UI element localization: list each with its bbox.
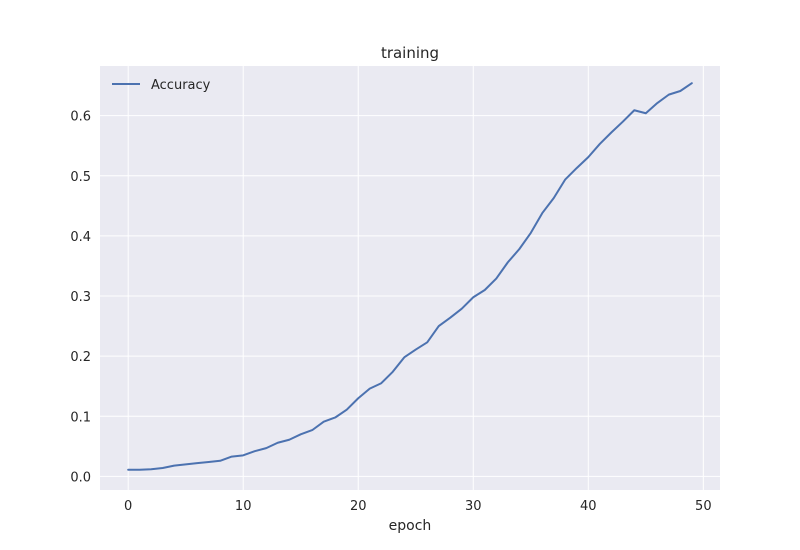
y-tick-label: 0.1 xyxy=(70,410,91,425)
y-tick-label: 0.4 xyxy=(70,230,91,245)
series-line-accuracy xyxy=(127,82,693,471)
x-tick-label: 10 xyxy=(235,499,252,514)
y-tick-label: 0.6 xyxy=(70,110,91,125)
legend: Accuracy xyxy=(112,78,211,93)
x-tick-label: 20 xyxy=(350,499,367,514)
x-tick-label: 0 xyxy=(124,499,132,514)
y-tick-labels: 0.0 0.1 0.2 0.3 0.4 0.5 0.6 xyxy=(70,110,91,486)
y-tick-label: 0.0 xyxy=(70,470,91,485)
legend-label-accuracy: Accuracy xyxy=(151,78,211,93)
x-axis-title: epoch xyxy=(389,518,432,534)
y-tick-label: 0.5 xyxy=(70,170,91,185)
y-tick-label: 0.3 xyxy=(70,290,91,305)
chart-title: training xyxy=(381,44,439,62)
x-tick-label: 50 xyxy=(695,499,712,514)
y-gridlines xyxy=(100,115,720,477)
y-tick-label: 0.2 xyxy=(70,350,91,365)
x-tick-label: 30 xyxy=(465,499,482,514)
plot-background xyxy=(100,66,720,490)
x-tick-labels: 0 10 20 30 40 50 xyxy=(124,499,712,514)
x-gridlines xyxy=(127,66,704,490)
x-tick-label: 40 xyxy=(580,499,597,514)
